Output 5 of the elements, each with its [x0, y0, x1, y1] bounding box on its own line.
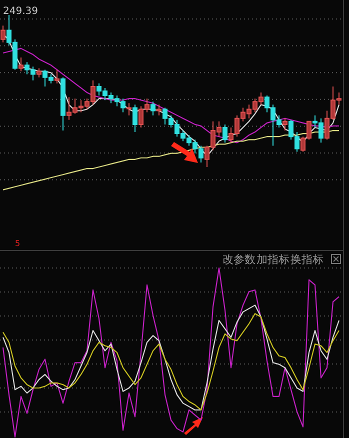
annotation: 换指标: [290, 253, 324, 266]
annotation: 5: [15, 239, 20, 248]
annotation: 249.39: [3, 6, 38, 17]
annotation: 加指标: [256, 253, 290, 266]
annotation: 改参数: [222, 253, 256, 266]
